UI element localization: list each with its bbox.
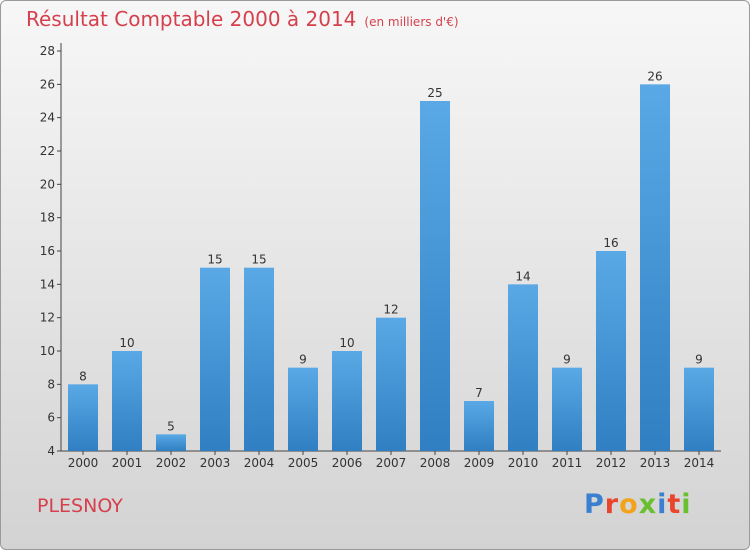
commune-name: PLESNOY (37, 495, 123, 517)
logo-letter: t (667, 489, 682, 520)
bar-2004 (244, 267, 274, 451)
data-label-2004: 15 (251, 253, 266, 267)
chart-title: Résultat Comptable 2000 à 2014 (en millie… (26, 7, 459, 31)
y-tick-label: 16 (40, 244, 55, 258)
bar-2003 (200, 267, 230, 451)
data-label-2010: 14 (515, 269, 530, 283)
bar-2007 (376, 317, 406, 451)
logo-letter: P (584, 489, 605, 520)
data-label-2011: 9 (563, 353, 571, 367)
x-tick-label-2002: 2002 (156, 456, 187, 470)
y-tick-label: 12 (40, 311, 55, 325)
data-label-2001: 10 (119, 336, 134, 350)
x-tick-label-2005: 2005 (288, 456, 319, 470)
x-tick-label-2014: 2014 (684, 456, 715, 470)
chart-subtitle: (en milliers d'€) (364, 15, 459, 29)
bar-2012 (596, 251, 626, 451)
data-label-2009: 7 (475, 386, 483, 400)
bar-2001 (112, 351, 142, 451)
y-tick-label: 22 (40, 144, 55, 158)
x-tick-label-2007: 2007 (376, 456, 407, 470)
y-tick-label: 18 (40, 211, 55, 225)
y-tick-label: 10 (40, 344, 55, 358)
logo-letter: i (657, 489, 668, 520)
logo-letter: i (681, 489, 692, 520)
proxiti-logo: Proxiti (584, 489, 692, 520)
logo-letter: o (619, 489, 639, 520)
bar-2006 (332, 351, 362, 451)
data-label-2005: 9 (299, 353, 307, 367)
x-tick-label-2003: 2003 (200, 456, 231, 470)
x-tick-label-2001: 2001 (112, 456, 143, 470)
bar-2000 (68, 384, 98, 451)
data-label-2013: 26 (647, 69, 662, 83)
data-label-2006: 10 (339, 336, 354, 350)
data-label-2002: 5 (167, 419, 175, 433)
y-tick-label: 20 (40, 177, 55, 191)
y-tick-label: 28 (40, 44, 55, 58)
labels: 8 2000 10 2001 5 2002 15 2003 15 2004 9 2005 10 2006 1… (68, 69, 715, 470)
y-tick-label: 24 (40, 111, 55, 125)
data-label-2000: 8 (79, 369, 87, 383)
data-label-2007: 12 (383, 303, 398, 317)
x-tick-label-2000: 2000 (68, 456, 99, 470)
x-tick-label-2011: 2011 (552, 456, 583, 470)
bar-2014 (684, 367, 714, 451)
x-tick-label-2008: 2008 (420, 456, 451, 470)
logo-letter: x (638, 489, 658, 520)
data-label-2014: 9 (695, 353, 703, 367)
x-tick-label-2012: 2012 (596, 456, 627, 470)
bar-chart: 4 6 8 10 12 14 16 18 20 22 24 26 28 8 2000 10 2001 5 2002… (40, 43, 721, 470)
y-tick-label: 8 (47, 377, 55, 391)
bar-2008 (420, 101, 450, 451)
bar-2013 (640, 84, 670, 451)
logo-letter: r (604, 489, 620, 520)
y-tick-label: 4 (47, 444, 55, 458)
x-tick-label-2009: 2009 (464, 456, 495, 470)
x-tick-label-2010: 2010 (508, 456, 539, 470)
bar-2002 (156, 434, 186, 451)
y-tick-label: 6 (47, 411, 55, 425)
bar-2010 (508, 284, 538, 451)
data-label-2012: 16 (603, 236, 618, 250)
x-tick-label-2013: 2013 (640, 456, 671, 470)
y-tick-label: 26 (40, 77, 55, 91)
x-tick-label-2006: 2006 (332, 456, 363, 470)
data-label-2003: 15 (207, 253, 222, 267)
y-tick-label: 14 (40, 277, 55, 291)
title-text: Résultat Comptable 2000 à 2014 (26, 7, 357, 31)
bar-2005 (288, 367, 318, 451)
bar-2011 (552, 367, 582, 451)
data-label-2008: 25 (427, 86, 442, 100)
bars (68, 84, 714, 451)
x-tick-label-2004: 2004 (244, 456, 275, 470)
bar-2009 (464, 401, 494, 451)
